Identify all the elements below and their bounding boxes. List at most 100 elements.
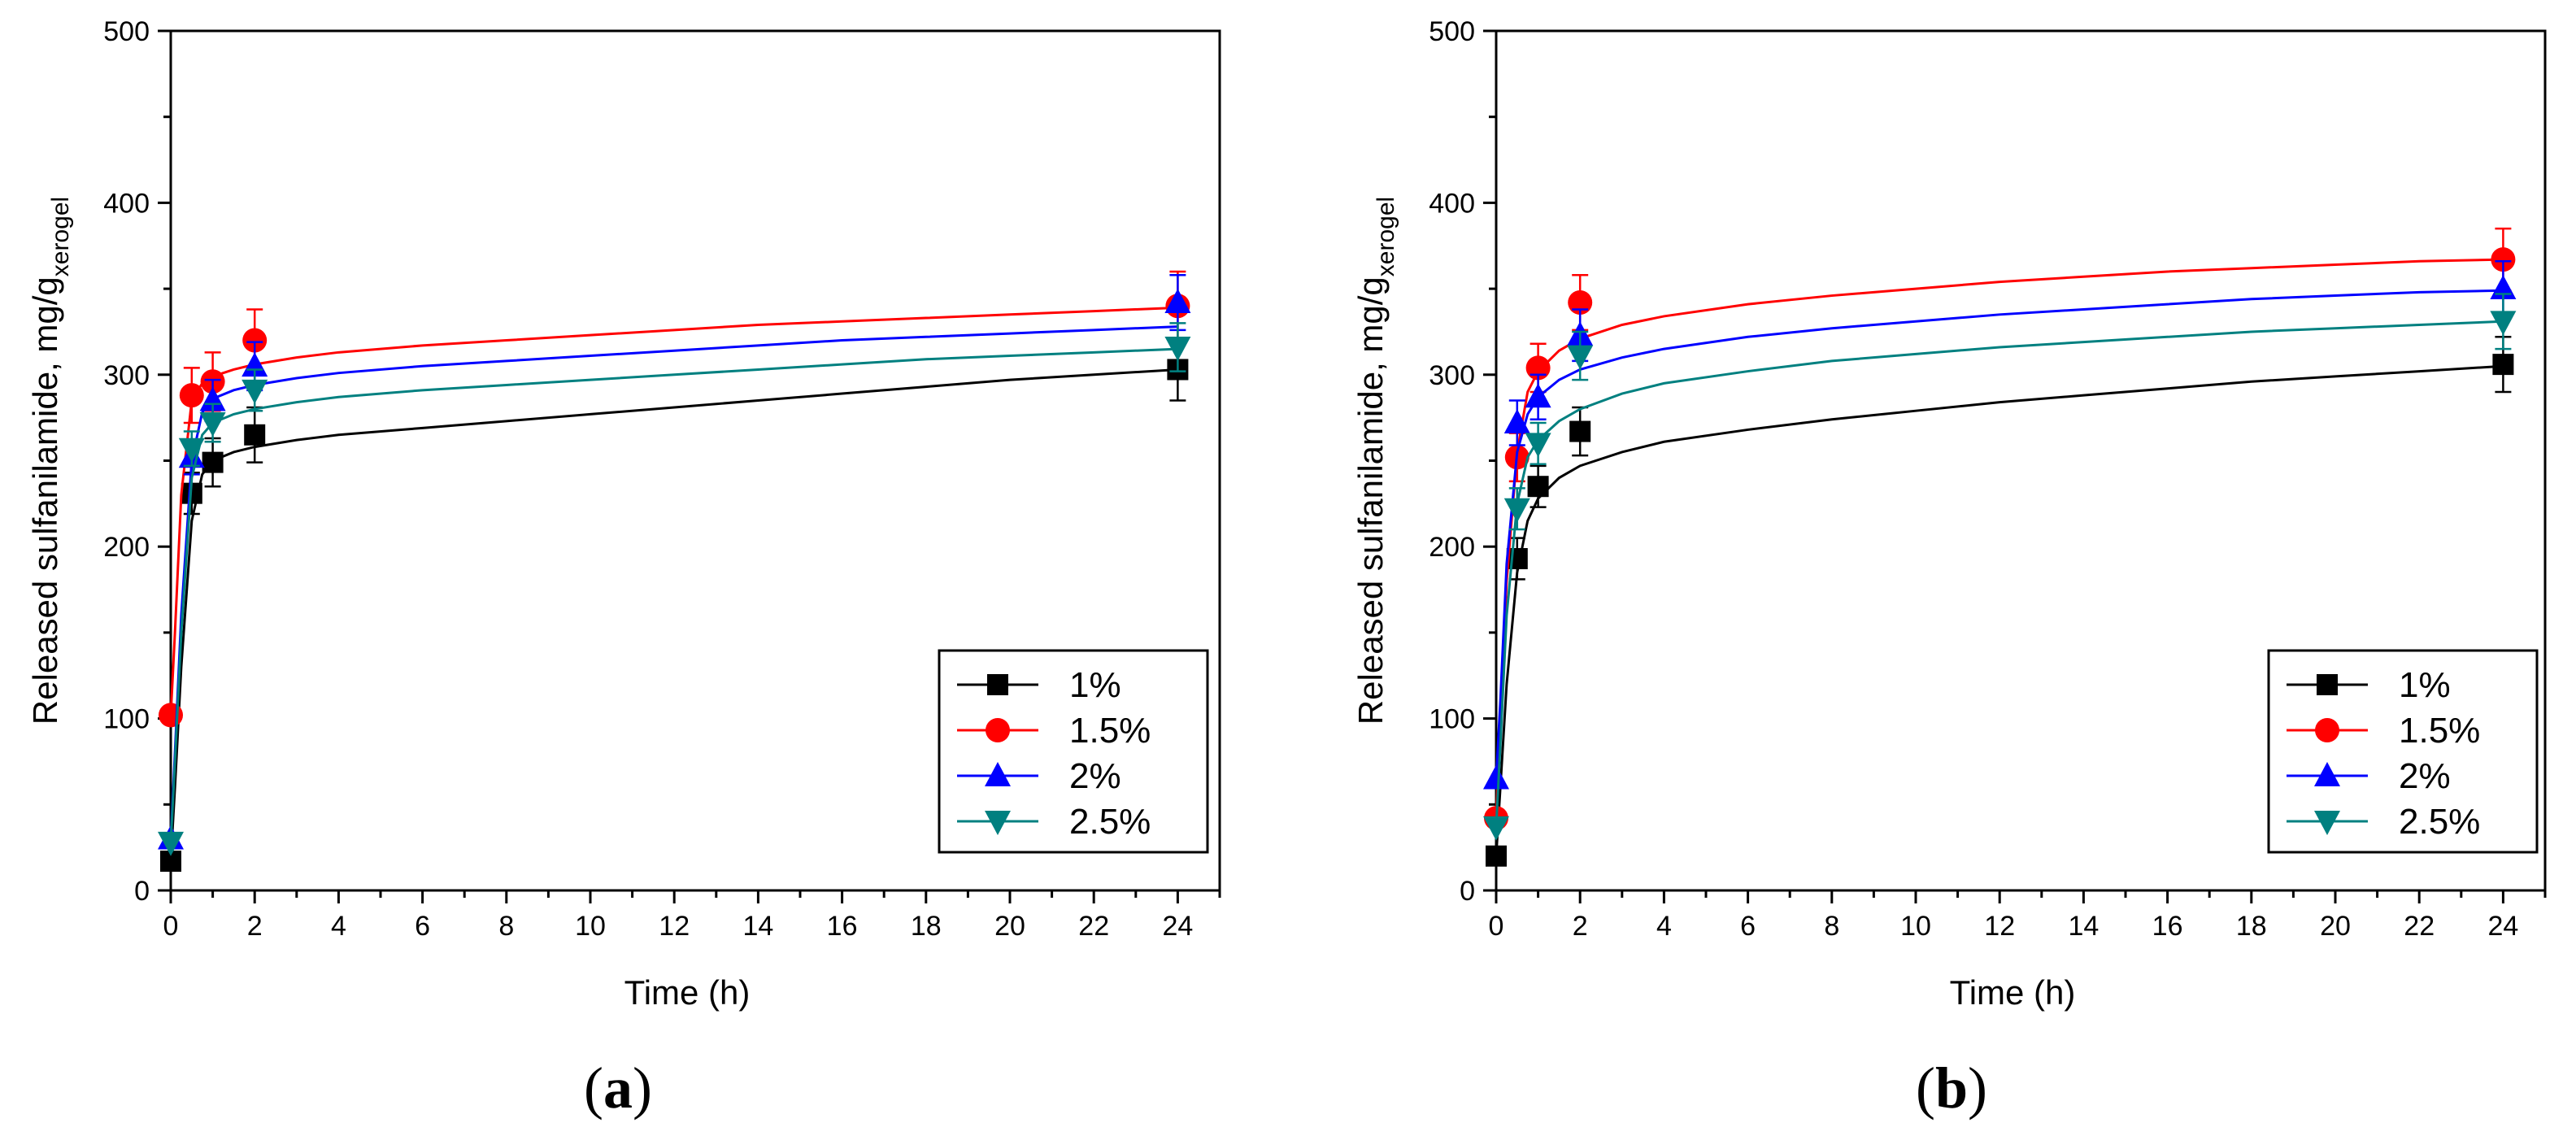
series-2.5% — [158, 322, 1191, 856]
legend-marker — [987, 674, 1008, 695]
data-point — [1486, 845, 1507, 867]
data-point — [158, 831, 184, 856]
legend-label: 2% — [1069, 756, 1121, 796]
x-tick-label: 6 — [1740, 911, 1756, 942]
x-tick-label: 14 — [742, 911, 773, 942]
data-point — [202, 451, 224, 473]
chart-panel-a: 0 2 4 6 8 10 12 14 16 18 20 22 240100200300400500Tim… — [26, 16, 1221, 1121]
legend-label: 1% — [1069, 665, 1121, 705]
y-axis-title-subscript: xerogel — [1373, 197, 1399, 276]
x-tick-label: 22 — [1078, 911, 1109, 942]
data-point — [159, 703, 183, 728]
series-1% — [1486, 336, 2514, 867]
x-tick-label: 24 — [1162, 911, 1193, 942]
legend-marker — [2317, 674, 2338, 695]
x-axis-title: Time (h) — [624, 973, 751, 1012]
y-tick-label: 200 — [103, 532, 150, 563]
x-tick-label: 20 — [994, 911, 1025, 942]
legend-label: 1.5% — [1069, 711, 1151, 751]
data-point — [199, 412, 226, 437]
x-tick-label: 0 — [1489, 911, 1504, 942]
x-axis-title: Time (h) — [1950, 973, 2076, 1012]
x-tick-label: 6 — [415, 911, 430, 942]
legend: 1% 1.5% 2% 2.5% — [938, 649, 1209, 854]
legend-marker — [2315, 718, 2339, 742]
fit-line — [169, 347, 1178, 842]
y-tick-label: 200 — [1429, 532, 1475, 563]
x-tick-label: 12 — [659, 911, 690, 942]
x-tick-label: 10 — [1900, 911, 1931, 942]
x-tick-label: 4 — [1656, 911, 1672, 942]
x-tick-label: 0 — [163, 911, 179, 942]
x-tick-label: 4 — [331, 911, 346, 942]
y-tick-label: 500 — [1429, 16, 1475, 47]
panel-caption-close: ) — [1968, 1055, 1987, 1121]
data-point — [2492, 354, 2514, 376]
data-point — [1569, 420, 1591, 442]
series-2.5% — [1483, 293, 2517, 841]
data-point — [1503, 498, 1530, 523]
x-tick-label: 22 — [2404, 911, 2435, 942]
legend-marker — [985, 811, 1011, 835]
data-point — [1567, 345, 1594, 370]
panel-caption-open: ( — [584, 1055, 603, 1121]
y-axis-title: Released sulfanilamide, mg/gxerogel — [26, 197, 74, 725]
y-axis-title-main: Released sulfanilamide, mg/g — [1351, 276, 1390, 725]
x-tick-label: 16 — [2152, 911, 2183, 942]
legend-marker — [985, 762, 1011, 786]
panel-caption-letter: b — [1935, 1055, 1968, 1121]
data-point — [1164, 337, 1191, 361]
data-point — [1525, 433, 1551, 458]
x-tick-label: 18 — [911, 911, 942, 942]
y-axis-title: Released sulfanilamide, mg/gxerogel — [1351, 197, 1399, 725]
panel-caption-close: ) — [633, 1055, 652, 1121]
legend-label: 2% — [2399, 756, 2451, 796]
x-tick-label: 18 — [2236, 911, 2267, 942]
x-tick-label: 14 — [2068, 911, 2099, 942]
chart-panel-b: 0 2 4 6 8 10 12 14 16 18 20 22 240100200300400500Tim… — [1351, 16, 2547, 1121]
x-tick-label: 2 — [1573, 911, 1588, 942]
data-point — [242, 328, 268, 353]
y-tick-label: 400 — [103, 188, 150, 219]
legend-label: 2.5% — [1069, 802, 1151, 842]
panel-caption-letter: a — [603, 1055, 633, 1121]
data-point — [2491, 247, 2516, 272]
x-tick-label: 20 — [2320, 911, 2351, 942]
data-point — [1483, 764, 1509, 790]
x-tick-label: 10 — [575, 911, 606, 942]
data-point — [1525, 383, 1551, 408]
y-tick-label: 500 — [103, 16, 150, 47]
data-point — [244, 424, 266, 446]
data-point — [1483, 816, 1509, 841]
data-point — [1527, 476, 1549, 498]
panel-caption: (a) — [584, 1055, 652, 1121]
legend-label: 1.5% — [2399, 711, 2480, 751]
x-tick-label: 8 — [498, 911, 514, 942]
y-tick-label: 100 — [1429, 704, 1475, 735]
y-tick-label: 0 — [134, 876, 150, 907]
x-tick-label: 8 — [1824, 911, 1839, 942]
x-tick-label: 2 — [247, 911, 263, 942]
data-point — [178, 437, 205, 463]
legend: 1% 1.5% 2% 2.5% — [2267, 649, 2539, 854]
data-point — [2490, 311, 2517, 336]
data-point — [242, 379, 268, 404]
y-tick-label: 300 — [103, 360, 150, 391]
y-tick-label: 100 — [103, 704, 150, 735]
legend-marker — [2314, 762, 2340, 786]
fit-line — [1495, 320, 2504, 827]
y-axis-title-subscript: xerogel — [47, 197, 74, 276]
legend-marker — [2314, 811, 2340, 835]
y-tick-label: 300 — [1429, 360, 1475, 391]
y-axis-title-main: Released sulfanilamide, mg/g — [26, 276, 64, 725]
y-tick-label: 0 — [1460, 876, 1475, 907]
data-point — [1164, 289, 1191, 313]
x-tick-label: 16 — [827, 911, 858, 942]
y-tick-label: 400 — [1429, 188, 1475, 219]
legend-label: 1% — [2399, 665, 2451, 705]
panel-caption: (b) — [1916, 1055, 1987, 1121]
panel-caption-open: ( — [1916, 1055, 1935, 1121]
data-point — [1503, 409, 1530, 433]
legend-marker — [986, 718, 1010, 742]
